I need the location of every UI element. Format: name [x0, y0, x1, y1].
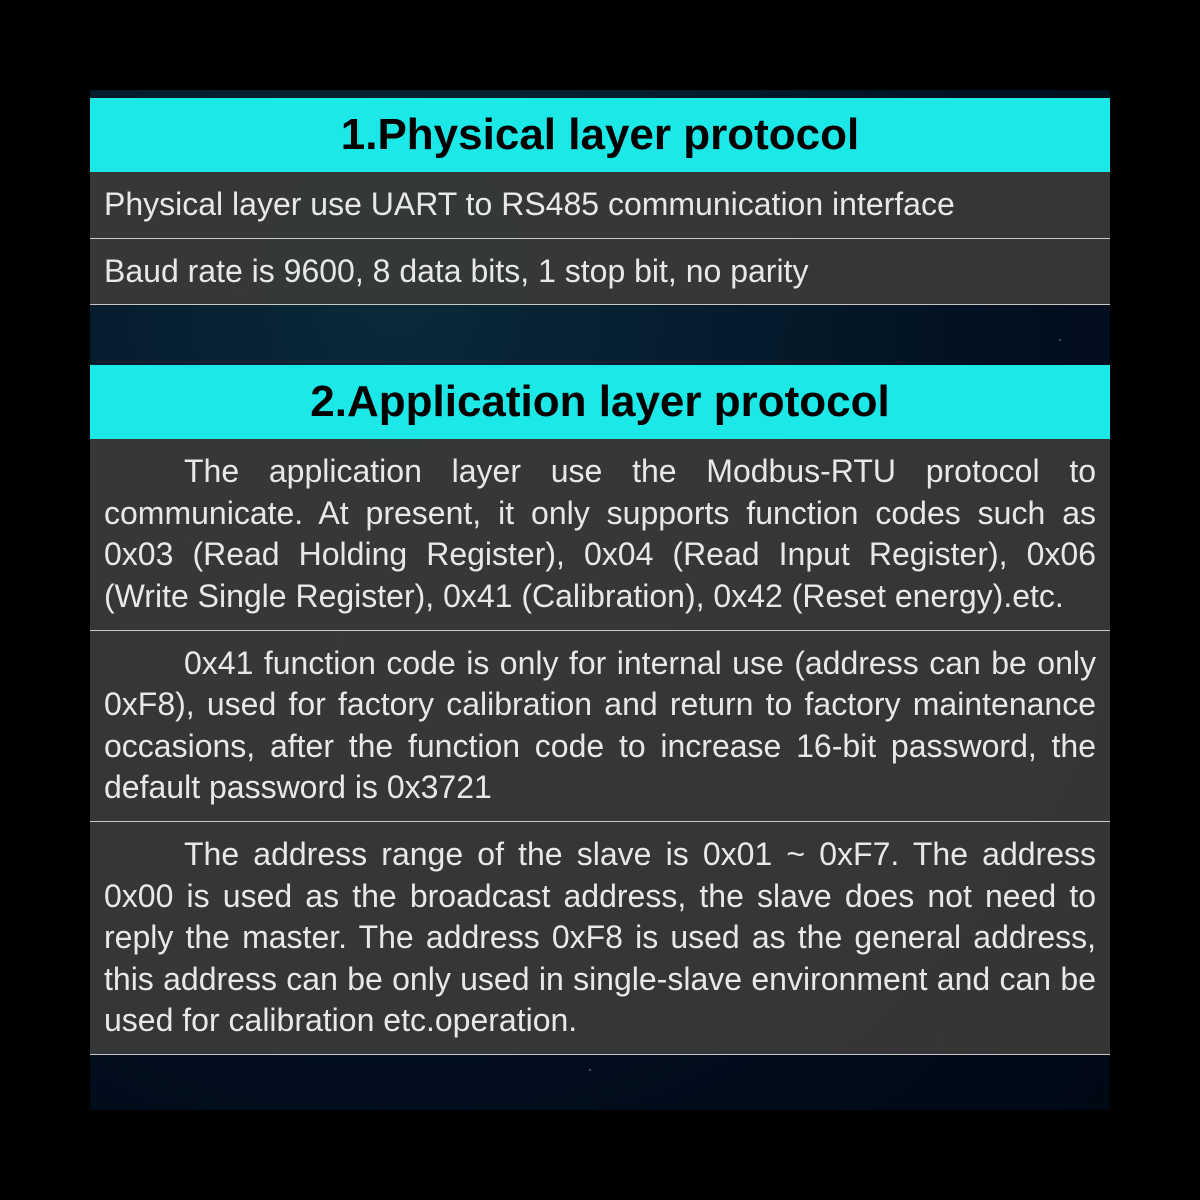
document-content: 1.Physical layer protocol Physical layer…	[90, 90, 1110, 1055]
document-canvas: 1.Physical layer protocol Physical layer…	[90, 90, 1110, 1110]
section-2-header: 2.Application layer protocol	[90, 365, 1110, 439]
section-2-paragraph: The application layer use the Modbus-RTU…	[90, 439, 1110, 630]
section-1-row: Baud rate is 9600, 8 data bits, 1 stop b…	[90, 239, 1110, 306]
section-2-paragraph: The address range of the slave is 0x01 ~…	[90, 822, 1110, 1055]
section-gap	[90, 305, 1110, 365]
section-1-row: Physical layer use UART to RS485 communi…	[90, 172, 1110, 239]
section-1-header: 1.Physical layer protocol	[90, 98, 1110, 172]
section-2-paragraph: 0x41 function code is only for internal …	[90, 631, 1110, 822]
